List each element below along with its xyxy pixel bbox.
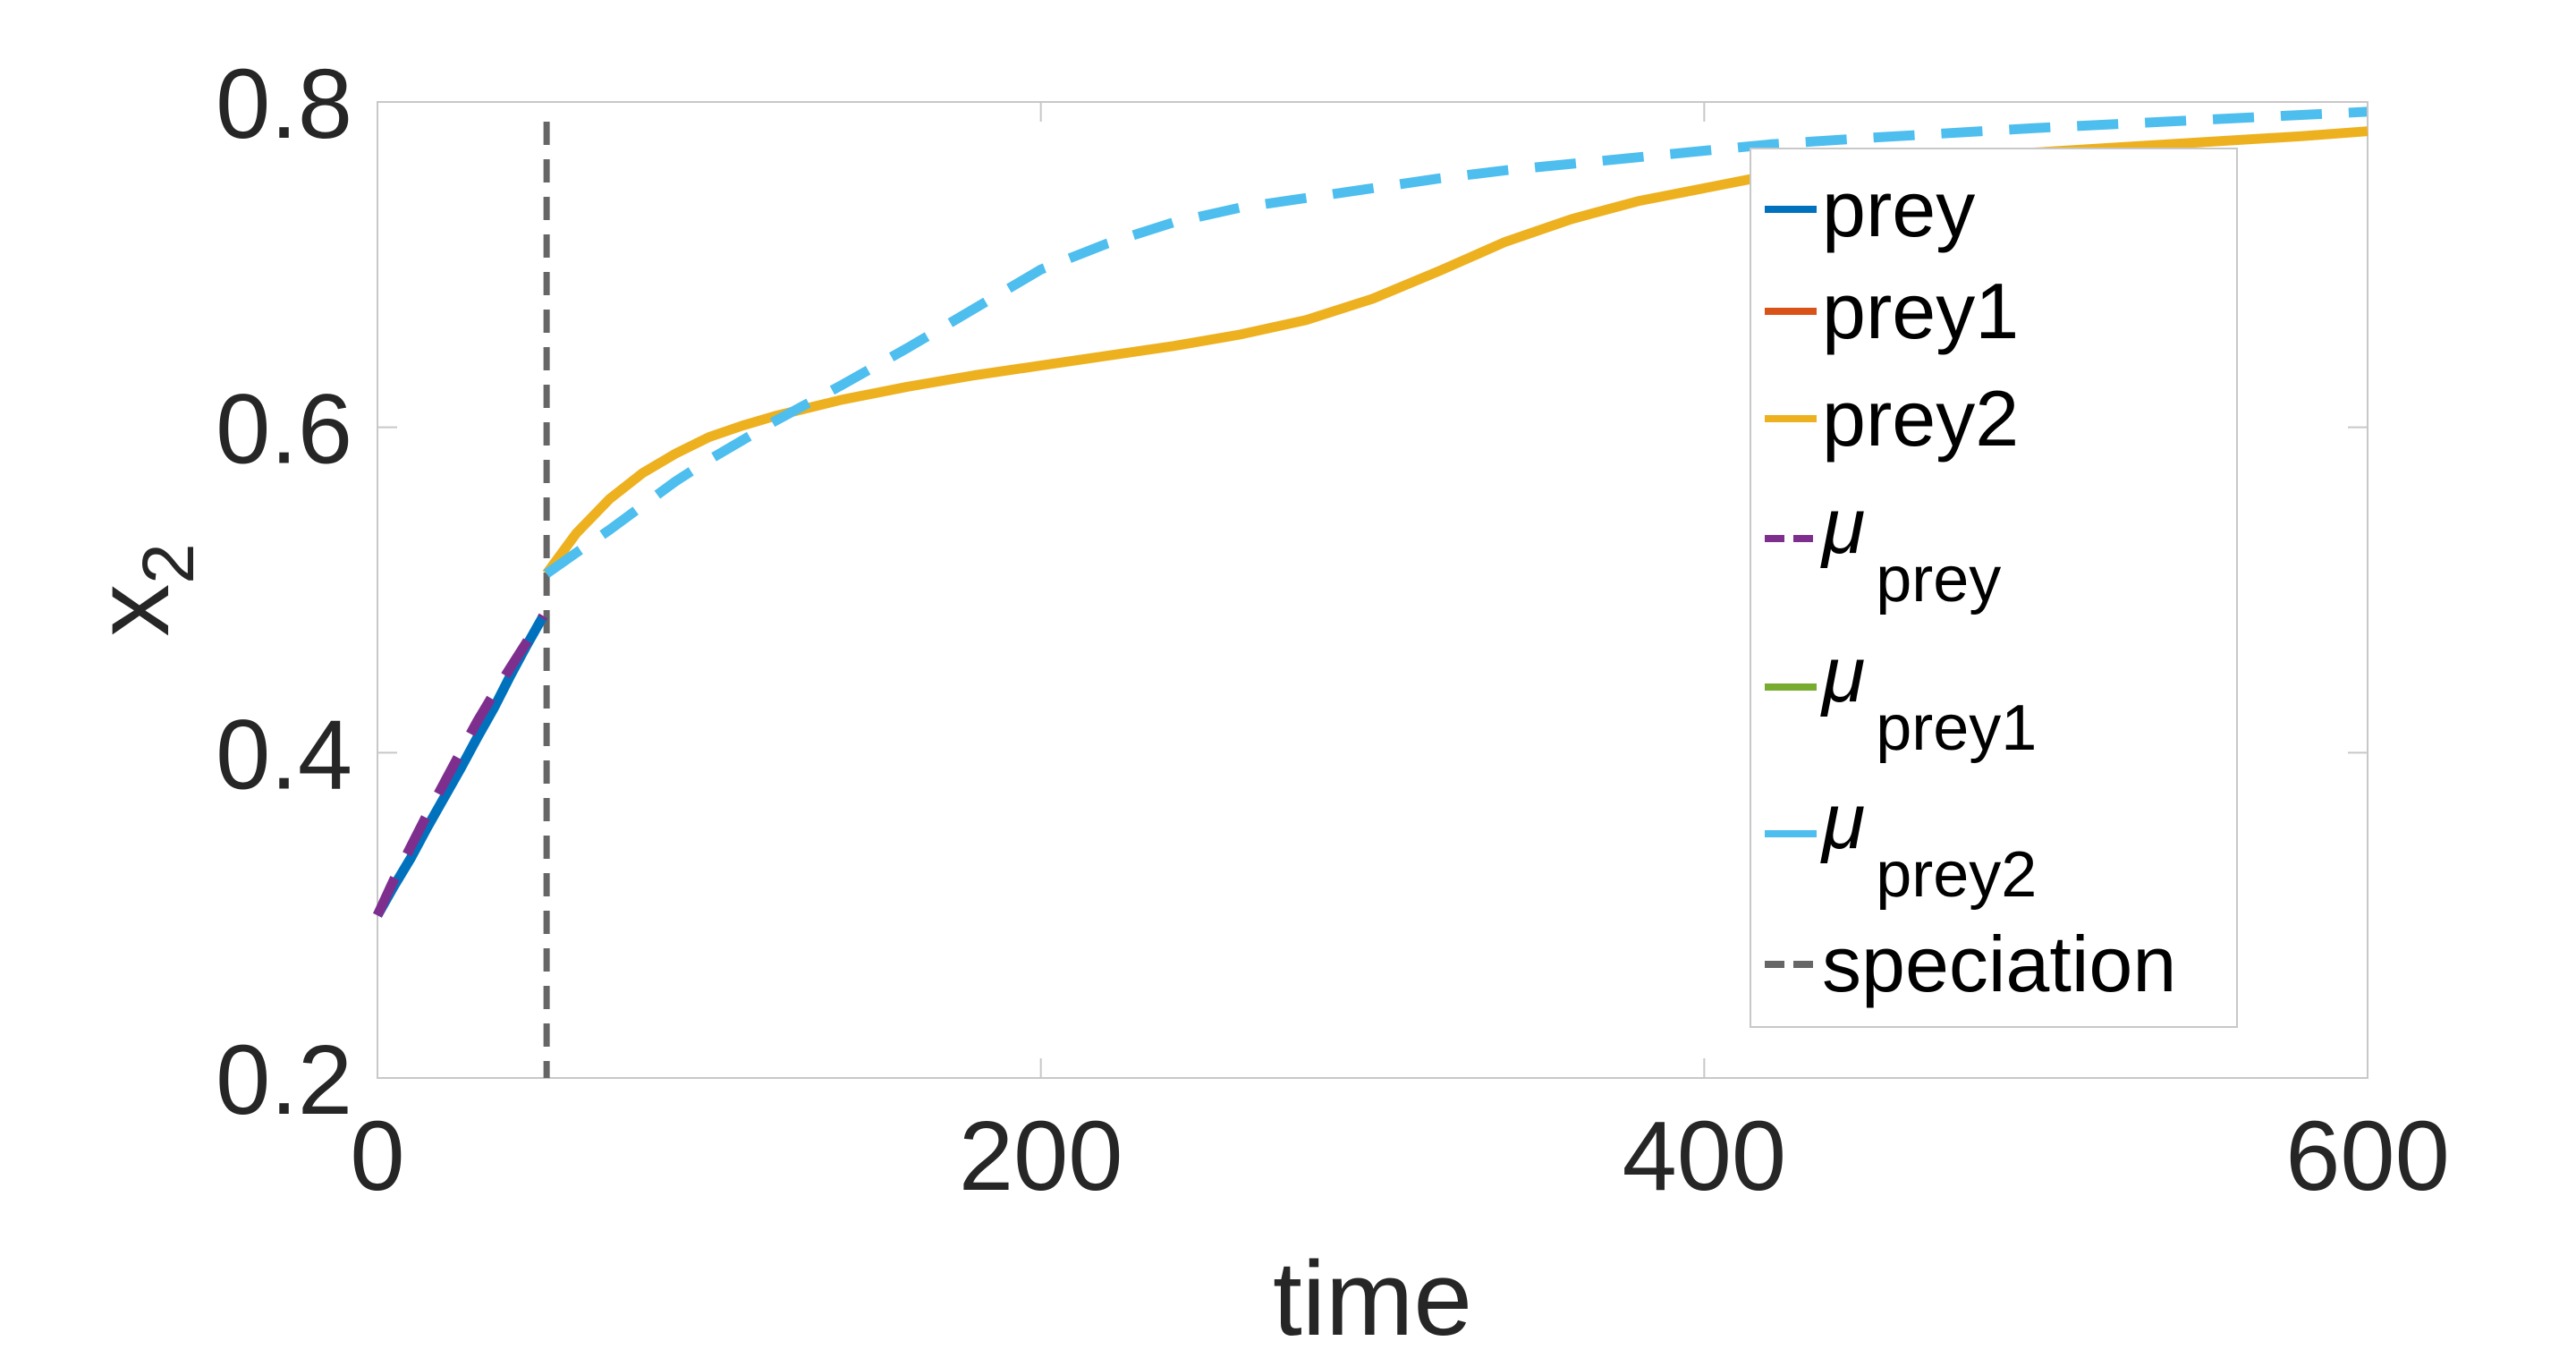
x-tick-label: 600: [2285, 1101, 2450, 1211]
y-axis-label-base: x: [73, 584, 191, 637]
legend-label: μprey: [1820, 481, 2001, 615]
legend: preyprey1prey2μpreyμprey1μprey2speciatio…: [1750, 148, 2238, 1028]
legend-label: prey2: [1822, 374, 2019, 463]
x-tick-label: 200: [959, 1101, 1123, 1211]
legend-label-symbol: μ: [1820, 777, 1865, 865]
legend-label-symbol: μ: [1820, 481, 1865, 570]
y-axis-label: x2: [73, 543, 209, 637]
legend-label-symbol: μ: [1820, 630, 1865, 718]
legend-entry: μprey2: [1765, 777, 2037, 911]
ticks-layer: 0 200 400 600 0.2 0.4 0.6 0.8: [216, 49, 2450, 1211]
y-tick-label: 0.6: [216, 375, 352, 485]
legend-entry: μprey: [1765, 481, 2001, 615]
x-axis-label: time: [1273, 1240, 1472, 1358]
legend-entry: μprey1: [1765, 630, 2037, 764]
legend-label: speciation: [1822, 920, 2176, 1008]
legend-label: prey: [1822, 165, 1975, 253]
y-axis-label-subscript: 2: [128, 543, 209, 584]
legend-entry: prey1: [1765, 267, 2019, 355]
y-tick-label: 0.8: [216, 49, 352, 159]
x-tick-label: 0: [350, 1101, 404, 1211]
x-tick-label: 400: [1623, 1101, 1787, 1211]
legend-label: μprey1: [1820, 630, 2037, 764]
legend-entry: speciation: [1765, 920, 2176, 1008]
series-line-prey2: [543, 106, 2368, 578]
legend-label-subscript: prey1: [1876, 692, 2037, 764]
series-line-prey: [373, 613, 548, 918]
legend-label-subscript: prey2: [1876, 839, 2037, 911]
legend-entry: prey: [1765, 165, 1975, 253]
legend-label: prey1: [1822, 267, 2019, 355]
y-tick-label: 0.4: [216, 700, 352, 810]
legend-box: [1750, 148, 2238, 1028]
legend-label: μprey2: [1820, 777, 2037, 911]
y-tick-label: 0.2: [216, 1025, 352, 1135]
legend-entry: prey2: [1765, 374, 2019, 463]
legend-label-subscript: prey: [1876, 544, 2001, 615]
